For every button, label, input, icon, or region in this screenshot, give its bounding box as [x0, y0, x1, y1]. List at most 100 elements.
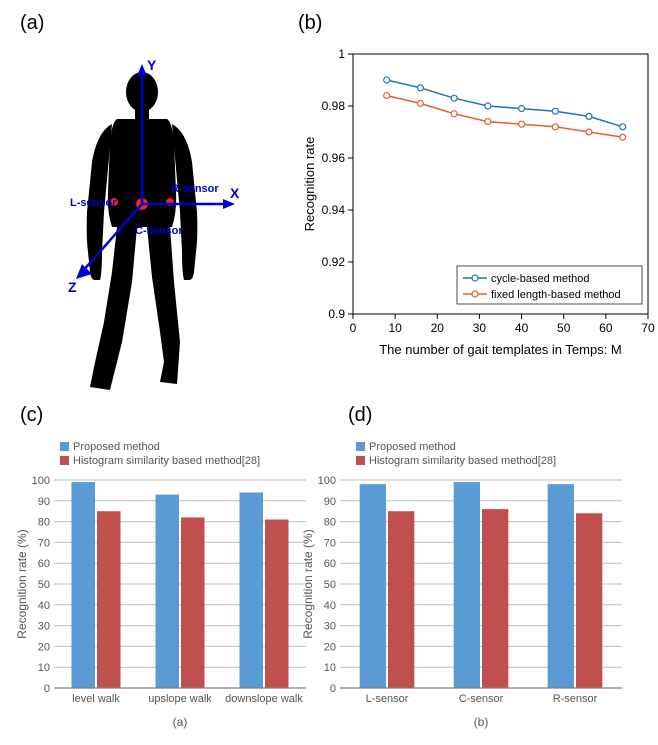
x-tick: 10	[388, 321, 402, 335]
bar	[239, 492, 263, 688]
y-tick: 0	[330, 683, 336, 695]
bar	[97, 511, 121, 688]
bar	[155, 495, 179, 688]
series-marker	[586, 113, 592, 119]
r-sensor-label: R-sensor	[171, 183, 219, 195]
bar	[360, 484, 386, 688]
series-marker	[384, 77, 390, 83]
bar	[388, 511, 414, 688]
legend-label: cycle-based method	[491, 273, 589, 285]
y-axis-title: Recognition rate (%)	[301, 529, 315, 638]
panel-d-label: (d)	[348, 404, 372, 427]
panel-c-chart: 0 10 20 30 40 50 60 70 80 90 100 level walk upslope …	[12, 440, 292, 730]
y-tick: 80	[38, 517, 50, 529]
series-marker	[485, 119, 491, 125]
y-axis-label: Y	[147, 57, 157, 73]
panel-a: (a)	[12, 12, 292, 402]
series-marker	[519, 121, 525, 127]
x-tick: 60	[599, 321, 613, 335]
panel-a-label: (a)	[20, 12, 44, 35]
series-marker	[552, 124, 558, 130]
y-tick: 70	[324, 537, 336, 549]
series-marker	[620, 134, 626, 140]
x-tick: 50	[557, 321, 571, 335]
y-tick: 0.96	[322, 151, 346, 165]
bar	[265, 520, 289, 688]
series-marker	[552, 108, 558, 114]
y-tick: 20	[324, 641, 336, 653]
z-axis-label: Z	[68, 279, 77, 295]
panel-c: (c) 0102030405060708090100level walkupsl…	[12, 410, 292, 730]
y-tick: 1	[338, 47, 345, 61]
series-marker	[417, 100, 423, 106]
y-tick: 40	[38, 600, 50, 612]
bar	[482, 509, 508, 688]
category-label: downslope walk	[225, 693, 303, 705]
series-marker	[384, 93, 390, 99]
panel-b-chart: 0 10 20 30 40 50 60 70 0.9 0.92 0.94 0.96 0.98 1 The n…	[298, 42, 658, 362]
y-tick: 0.98	[322, 99, 346, 113]
x-tick: 30	[473, 321, 487, 335]
y-tick: 10	[324, 662, 336, 674]
bar	[454, 482, 480, 688]
sub-panel-label: (b)	[474, 715, 489, 729]
legend-label: Histogram similarity based method[28]	[369, 455, 556, 467]
y-axis-title: Recognition rate (%)	[15, 529, 29, 638]
x-tick: 70	[641, 321, 655, 335]
sub-panel-label: (a)	[173, 715, 188, 729]
y-tick: 20	[38, 641, 50, 653]
y-tick: 90	[324, 496, 336, 508]
panel-d-chart: 0 10 20 30 40 50 60 70 80 90 100 L-sensor C-sensor R-…	[298, 440, 658, 730]
y-tick: 90	[38, 496, 50, 508]
y-tick: 0.94	[322, 203, 346, 217]
y-tick: 30	[324, 621, 336, 633]
panel-a-figure: L-sensor R-sensor C-sensor Y X Z	[12, 42, 272, 402]
series-marker	[586, 129, 592, 135]
y-tick: 0.9	[328, 307, 345, 321]
y-tick: 60	[324, 558, 336, 570]
x-axis-label: X	[230, 185, 240, 201]
y-tick: 100	[318, 475, 336, 487]
legend-label: Proposed method	[369, 441, 456, 453]
y-tick: 60	[38, 558, 50, 570]
x-tick: 0	[350, 321, 357, 335]
category-label: C-sensor	[459, 693, 504, 705]
l-sensor-label: L-sensor	[70, 197, 117, 209]
y-tick: 50	[38, 579, 50, 591]
y-tick: 50	[324, 579, 336, 591]
x-tick: 40	[515, 321, 529, 335]
x-tick: 20	[431, 321, 445, 335]
y-axis-title: Recognition rate	[302, 137, 317, 232]
series-marker	[417, 85, 423, 91]
bar	[548, 484, 574, 688]
bar	[71, 482, 95, 688]
series-marker	[451, 95, 457, 101]
series-marker	[451, 111, 457, 117]
category-label: R-sensor	[553, 693, 598, 705]
legend-label: Proposed method	[73, 441, 160, 453]
series-marker	[519, 106, 525, 112]
x-axis-title: The number of gait templates in Temps: M	[379, 342, 622, 357]
y-tick: 100	[32, 475, 50, 487]
category-label: level walk	[72, 693, 120, 705]
y-tick: 30	[38, 621, 50, 633]
bar	[576, 513, 602, 688]
panel-b-label: (b)	[298, 12, 322, 35]
series-marker	[485, 103, 491, 109]
legend-label: Histogram similarity based method[28]	[73, 455, 260, 467]
y-tick: 0.92	[322, 255, 346, 269]
bar	[181, 517, 205, 688]
y-tick: 80	[324, 517, 336, 529]
y-tick: 0	[44, 683, 50, 695]
series-marker	[620, 124, 626, 130]
c-sensor-label: C-sensor	[135, 225, 183, 237]
y-tick: 10	[38, 662, 50, 674]
category-label: upslope walk	[148, 693, 212, 705]
y-tick: 70	[38, 537, 50, 549]
category-label: L-sensor	[366, 693, 409, 705]
y-tick: 40	[324, 600, 336, 612]
panel-b: (b) 0 10 20 30 40 50 60 70 0.9 0.92 0.94 0.96 0.98 1 T…	[298, 12, 658, 402]
panel-d: (d) 0102030405060708090100L-sensorC-sens…	[298, 410, 658, 730]
panel-c-label: (c)	[20, 404, 43, 427]
legend-label: fixed length-based method	[491, 289, 621, 301]
